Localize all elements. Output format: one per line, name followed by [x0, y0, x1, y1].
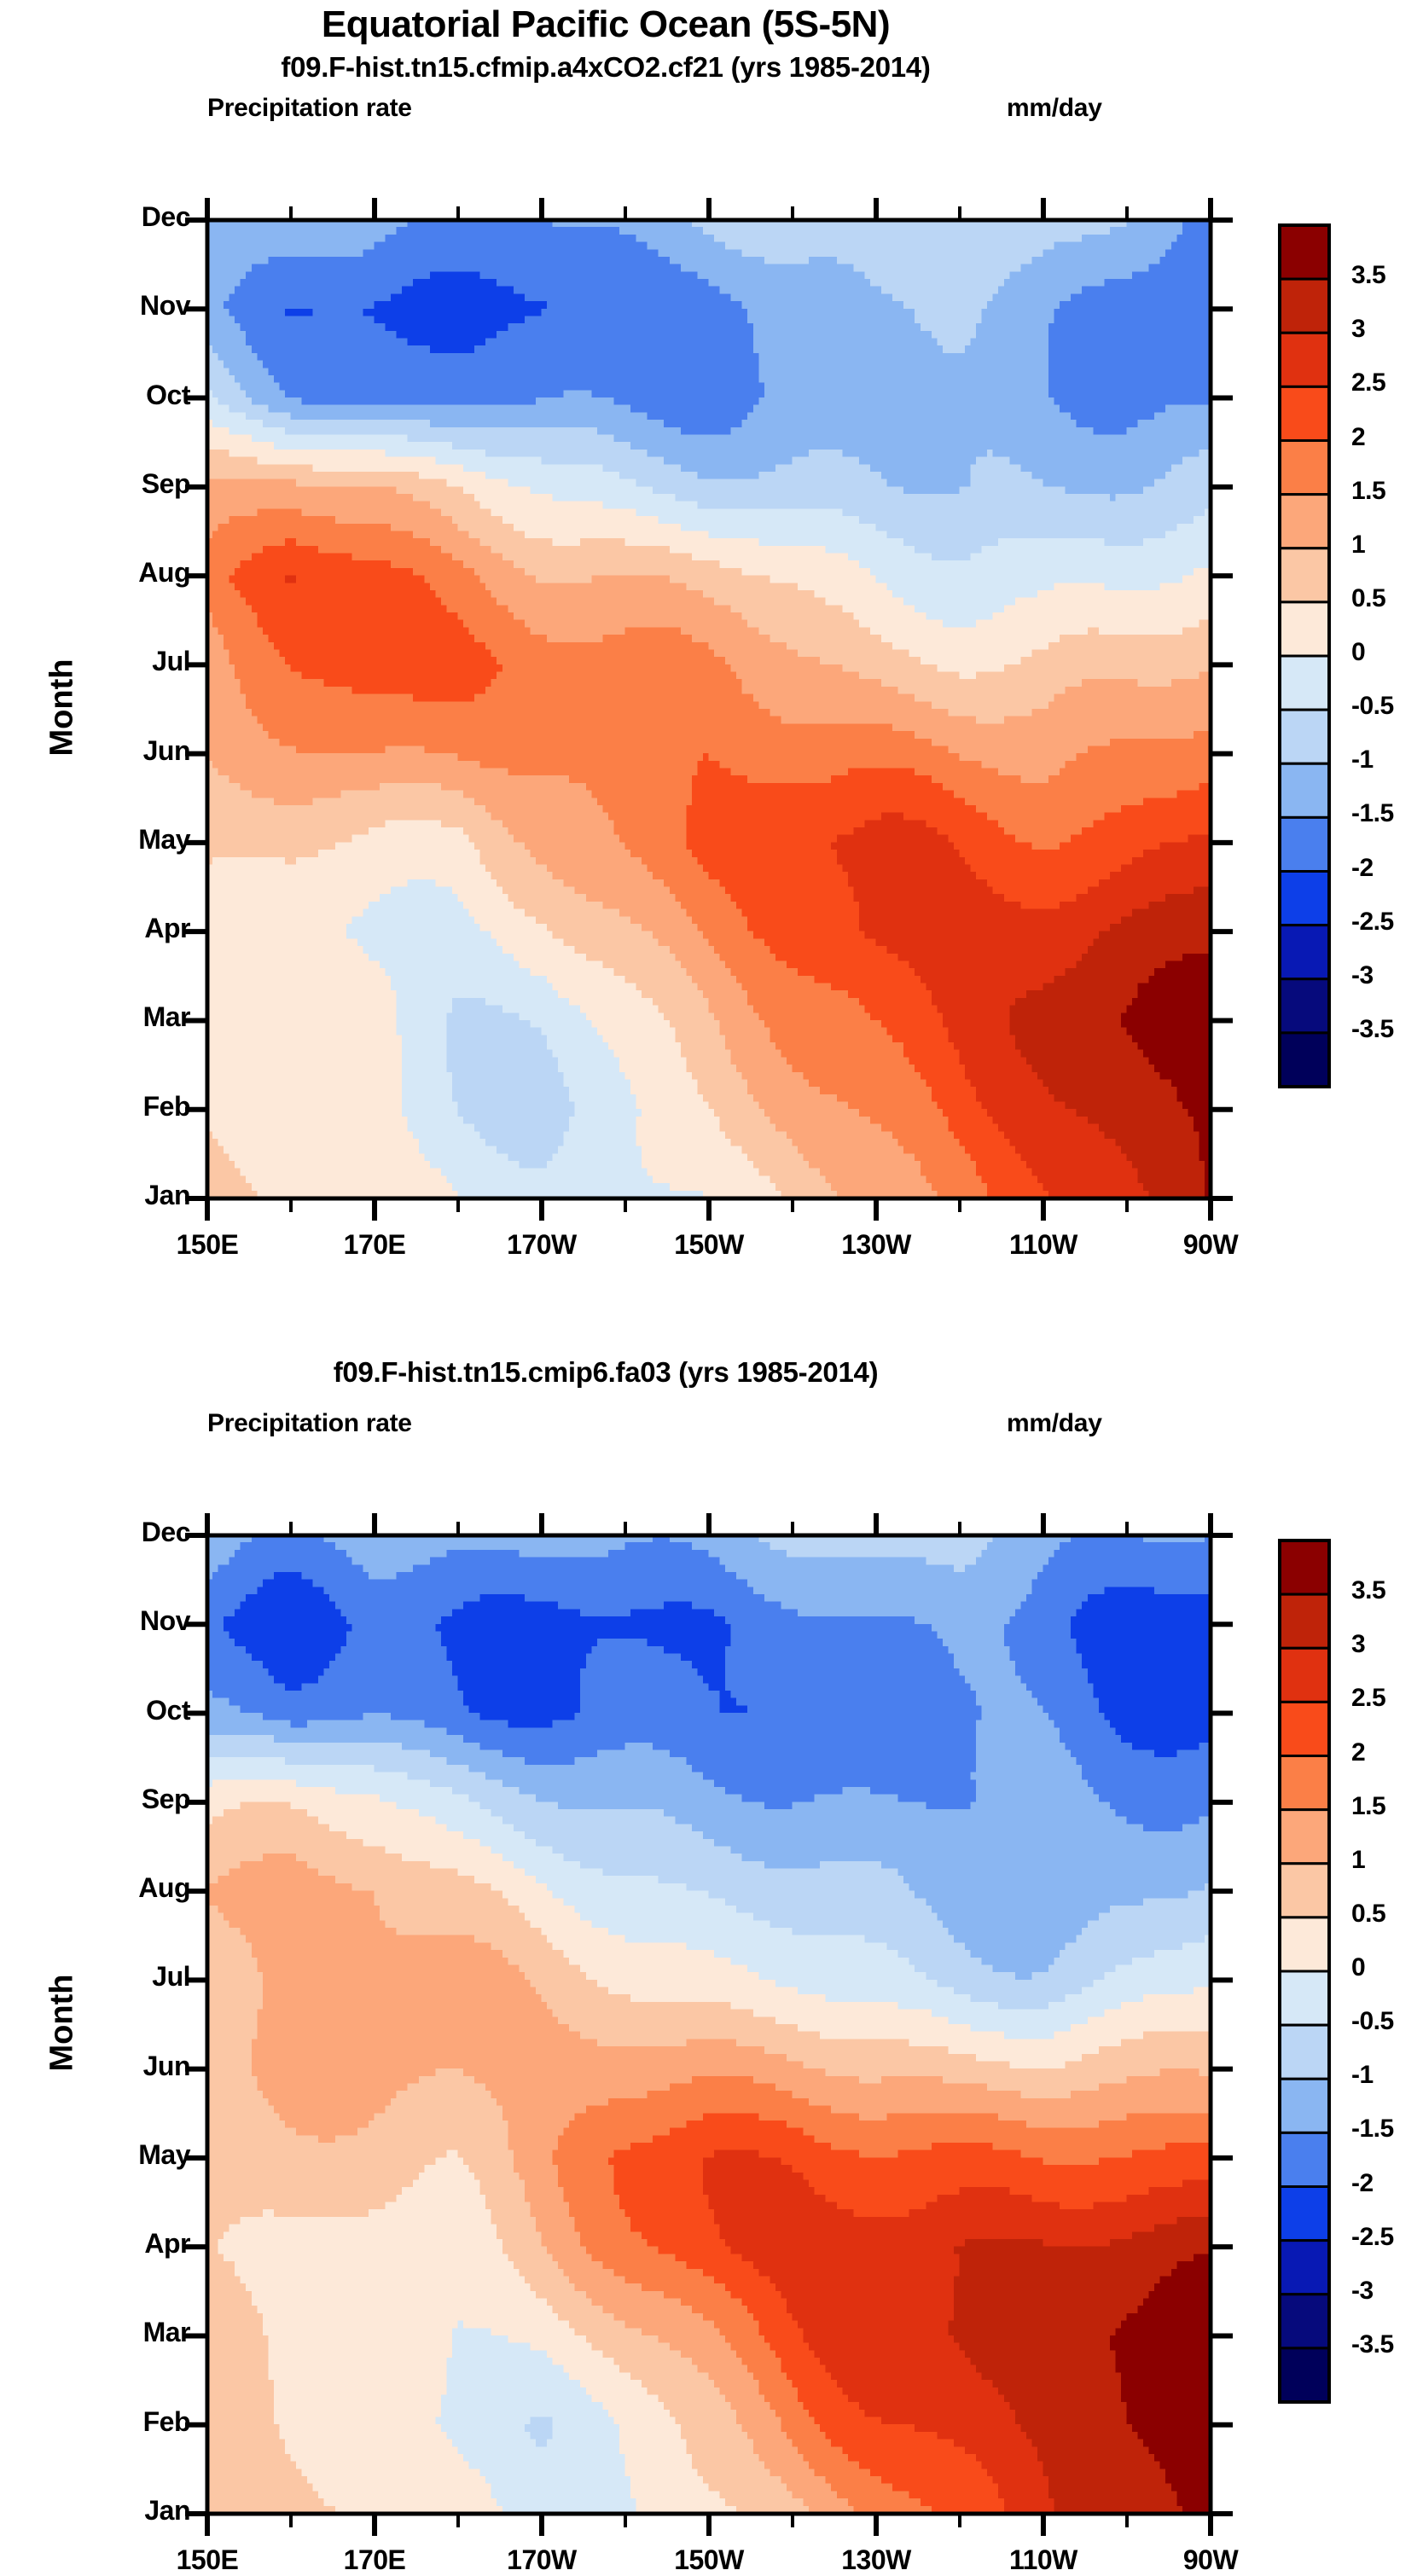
- panel-2-subtitle: f09.F-hist.tn15.cmip6.fa03 (yrs 1985-201…: [333, 1356, 879, 1388]
- panel-2-plot: [185, 1513, 1331, 2536]
- x-tick-label: 170E: [343, 1229, 406, 1260]
- y-tick-label: Aug: [138, 1872, 190, 1904]
- x-tick-label: 130W: [841, 1229, 911, 1260]
- y-tick-label: Mar: [142, 1001, 191, 1033]
- x-tick-label: 170E: [343, 2544, 406, 2575]
- x-tick-label: 150W: [674, 1229, 744, 1260]
- x-tick-label: 150W: [674, 2544, 744, 2575]
- colorbar-tick-label: -2: [1351, 2168, 1374, 2197]
- panel-1-header-left: Precipitation rate: [207, 94, 412, 122]
- colorbar-tick-label: -0.5: [1351, 692, 1394, 721]
- x-tick-label: 90W: [1182, 1229, 1239, 1260]
- panel-2-header-left: Precipitation rate: [207, 1409, 412, 1437]
- x-tick-label: 150E: [176, 1229, 239, 1260]
- page-title: Equatorial Pacific Ocean (5S-5N): [321, 3, 891, 45]
- y-tick-label: Jan: [144, 2495, 190, 2526]
- y-tick-label: Nov: [140, 1605, 190, 1637]
- colorbar-tick-label: 2: [1351, 422, 1366, 451]
- y-tick-label: Jun: [142, 2050, 191, 2081]
- x-tick-label: 150E: [176, 2544, 239, 2575]
- y-tick-label: Jun: [142, 734, 191, 766]
- y-tick-label: Feb: [142, 2405, 191, 2437]
- y-tick-label: Aug: [138, 557, 190, 589]
- y-tick-label: Jul: [152, 1961, 190, 1993]
- colorbar-tick-label: 1: [1351, 1845, 1366, 1874]
- colorbar-tick-label: 3.5: [1351, 1576, 1386, 1605]
- y-tick-label: Dec: [141, 1517, 191, 1547]
- colorbar-tick-label: 2.5: [1351, 368, 1386, 397]
- y-axis-label: Month: [44, 1974, 80, 2071]
- y-tick-label: Jul: [152, 646, 190, 677]
- panel-2: f09.F-hist.tn15.cmip6.fa03 (yrs 1985-201…: [0, 1283, 1423, 2575]
- x-tick-label: 170W: [507, 2544, 577, 2575]
- y-tick-label: May: [138, 823, 190, 855]
- colorbar-tick-label: 3.5: [1351, 261, 1386, 290]
- panel-1: f09.F-hist.tn15.cfmip.a4xCO2.cf21 (yrs 1…: [44, 51, 1395, 1260]
- colorbar-tick-label: -2.5: [1351, 2222, 1394, 2251]
- y-tick-label: Oct: [146, 1694, 190, 1726]
- colorbar-tick-label: -2.5: [1351, 907, 1394, 936]
- panel-1-plot: [185, 198, 1331, 1221]
- y-tick-label: May: [138, 2138, 190, 2170]
- x-tick-label: 90W: [1182, 2544, 1239, 2575]
- y-tick-label: Sep: [141, 467, 191, 499]
- colorbar-tick-label: 0: [1351, 1953, 1366, 1981]
- colorbar-tick-label: 2.5: [1351, 1684, 1386, 1713]
- y-tick-label: Feb: [142, 1090, 191, 1122]
- colorbar-tick-label: -1: [1351, 746, 1374, 775]
- y-tick-label: Oct: [146, 379, 190, 410]
- panel-1-header-right: mm/day: [1007, 94, 1102, 122]
- y-tick-label: Sep: [141, 1783, 191, 1814]
- panel-1-subtitle: f09.F-hist.tn15.cfmip.a4xCO2.cf21 (yrs 1…: [281, 51, 931, 83]
- colorbar-tick-label: 0.5: [1351, 1899, 1386, 1928]
- colorbar-tick-label: -0.5: [1351, 2007, 1394, 2036]
- y-tick-label: Mar: [142, 2317, 191, 2348]
- panel-2-header-right: mm/day: [1007, 1409, 1102, 1437]
- colorbar-tick-label: -3: [1351, 960, 1374, 989]
- colorbar-tick-label: 3: [1351, 315, 1366, 344]
- colorbar-tick-label: -2: [1351, 853, 1374, 882]
- y-axis-label: Month: [44, 659, 80, 756]
- colorbar-tick-label: 1.5: [1351, 1791, 1386, 1820]
- x-tick-label: 110W: [1009, 1229, 1077, 1260]
- colorbar-tick-label: -1.5: [1351, 799, 1394, 828]
- y-tick-label: Jan: [144, 1180, 190, 1210]
- y-tick-label: Dec: [141, 201, 191, 232]
- colorbar-tick-label: 3: [1351, 1630, 1366, 1659]
- colorbar-tick-label: -3.5: [1351, 2329, 1394, 2358]
- colorbar-tick-label: -1.5: [1351, 2115, 1394, 2144]
- y-tick-label: Apr: [144, 913, 190, 944]
- colorbar-tick-label: 1: [1351, 530, 1366, 559]
- x-tick-label: 130W: [841, 2544, 911, 2575]
- colorbar-tick-label: 0.5: [1351, 583, 1386, 612]
- colorbar-tick-label: 2: [1351, 1738, 1366, 1767]
- y-tick-label: Apr: [144, 2228, 190, 2260]
- y-tick-label: Nov: [140, 290, 190, 322]
- colorbar-tick-label: 1.5: [1351, 476, 1386, 505]
- colorbar-tick-label: -3: [1351, 2276, 1374, 2305]
- colorbar-tick-label: -3.5: [1351, 1014, 1394, 1043]
- x-tick-label: 110W: [1009, 2544, 1077, 2575]
- colorbar-tick-label: 0: [1351, 638, 1366, 666]
- colorbar-tick-label: -1: [1351, 2061, 1374, 2090]
- x-tick-label: 170W: [507, 1229, 577, 1260]
